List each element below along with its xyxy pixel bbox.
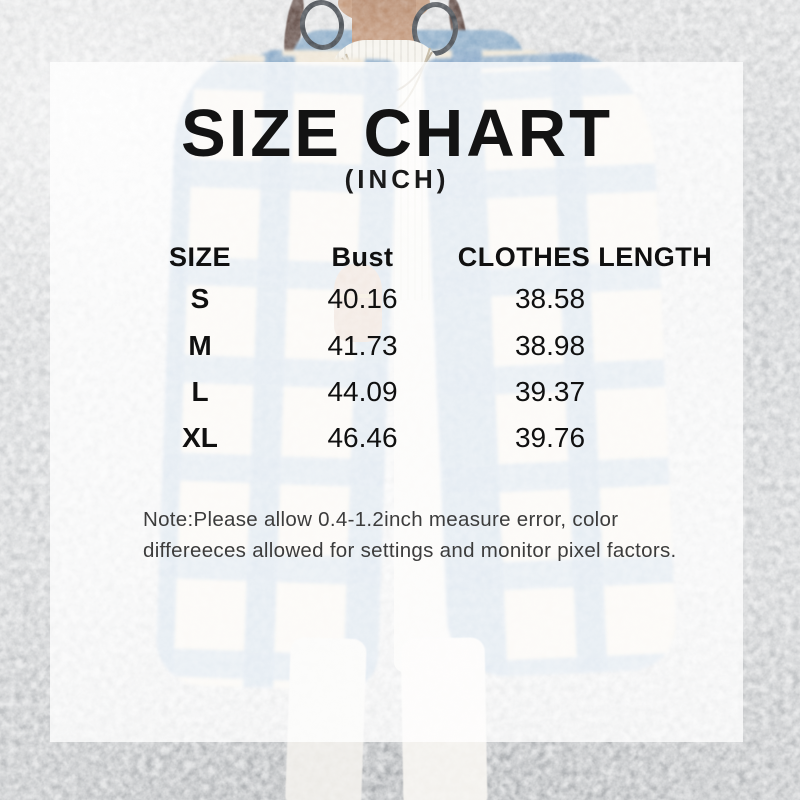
note-line-2: differeeces allowed for settings and mon… <box>143 539 677 562</box>
column-header-bust: Bust <box>331 242 394 272</box>
column-header-length: CLOTHES LENGTH <box>457 242 713 272</box>
size-cell: M <box>188 330 212 361</box>
unit-label: (INCH) <box>344 164 450 194</box>
size-cell: L <box>191 376 209 407</box>
size-chart-title: SIZE CHART <box>181 96 613 171</box>
length-cell: 38.58 <box>514 283 586 314</box>
note-line-1: Note:Please allow 0.4-1.2inch measure er… <box>143 508 619 531</box>
note-text: Note:Please allow 0.4-1.2inch measure er… <box>143 504 703 566</box>
column-header-size: SIZE <box>168 242 231 272</box>
size-cell: XL <box>182 422 218 453</box>
table-row-xl: XL 46.46 39.76 <box>50 423 744 453</box>
table-row-l: L 44.09 39.37 <box>50 377 744 407</box>
table-row-m: M 41.73 38.98 <box>50 331 744 361</box>
table-header-row: SIZE Bust CLOTHES LENGTH <box>50 242 744 272</box>
length-cell: 39.37 <box>514 376 586 407</box>
table-row-s: S 40.16 38.58 <box>50 284 744 314</box>
size-cell: S <box>190 283 210 314</box>
length-cell: 39.76 <box>514 422 586 453</box>
length-cell: 38.98 <box>514 330 586 361</box>
